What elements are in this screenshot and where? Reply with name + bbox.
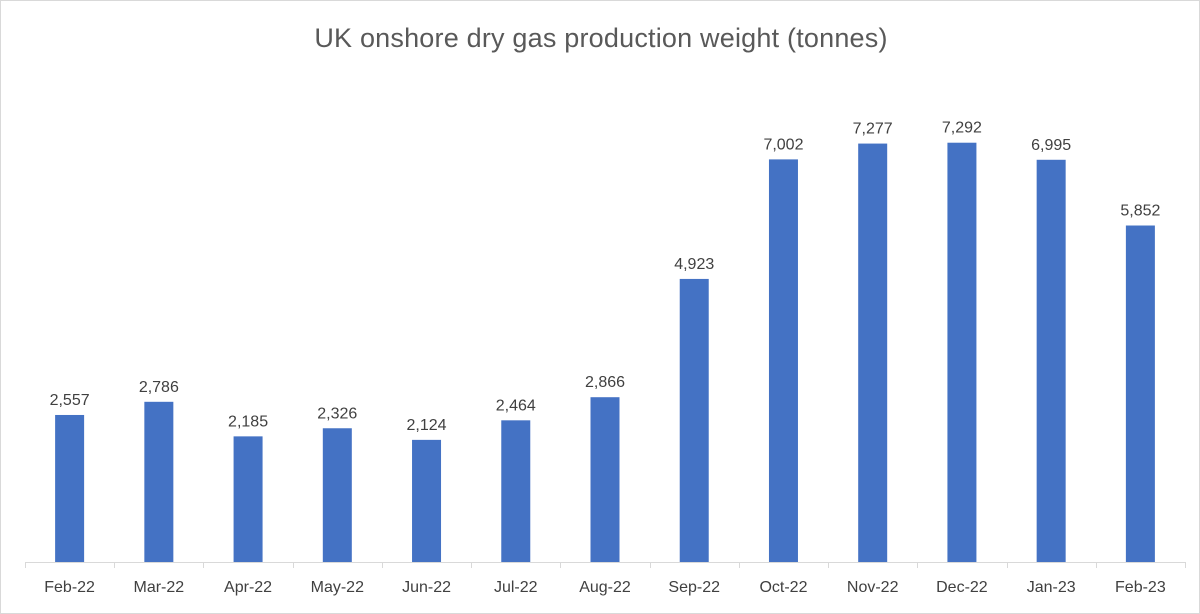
- x-tick-label: Mar-22: [134, 579, 185, 596]
- data-label: 2,786: [139, 379, 179, 396]
- data-label: 2,185: [228, 413, 268, 430]
- x-tick-label: Dec-22: [936, 579, 988, 596]
- bar: [1125, 225, 1155, 562]
- data-label: 5,852: [1120, 203, 1160, 220]
- data-label: 2,464: [496, 397, 536, 414]
- data-label: 2,557: [50, 392, 90, 409]
- bar: [679, 278, 709, 562]
- data-label: 4,923: [674, 256, 714, 273]
- bar: [1036, 159, 1066, 562]
- x-tick-label: Feb-23: [1115, 579, 1166, 596]
- x-tick-label: Aug-22: [579, 579, 631, 596]
- x-tick-label: Jul-22: [494, 579, 538, 596]
- bar: [412, 439, 442, 562]
- bar: [144, 401, 174, 562]
- bar: [768, 159, 798, 562]
- bar: [947, 142, 977, 562]
- chart-title: UK onshore dry gas production weight (to…: [314, 23, 888, 53]
- bar: [858, 143, 888, 562]
- data-label: 7,277: [853, 121, 893, 138]
- bar: [322, 428, 352, 562]
- bar: [55, 414, 85, 562]
- x-tick-label: Nov-22: [847, 579, 899, 596]
- data-label: 2,866: [585, 374, 625, 391]
- x-tick-label: Jun-22: [402, 579, 451, 596]
- data-label: 7,002: [763, 136, 803, 153]
- x-tick-label: May-22: [311, 579, 364, 596]
- data-label: 7,292: [942, 120, 982, 137]
- bar: [501, 420, 531, 562]
- bar: [590, 397, 620, 562]
- bar: [233, 436, 263, 562]
- x-tick-label: Apr-22: [224, 579, 272, 596]
- data-label: 6,995: [1031, 137, 1071, 154]
- data-label: 2,124: [407, 417, 447, 434]
- x-tick-label: Jan-23: [1027, 579, 1076, 596]
- x-tick-label: Sep-22: [668, 579, 720, 596]
- x-tick-label: Feb-22: [44, 579, 95, 596]
- x-tick-label: Oct-22: [759, 579, 807, 596]
- data-label: 2,326: [317, 405, 357, 422]
